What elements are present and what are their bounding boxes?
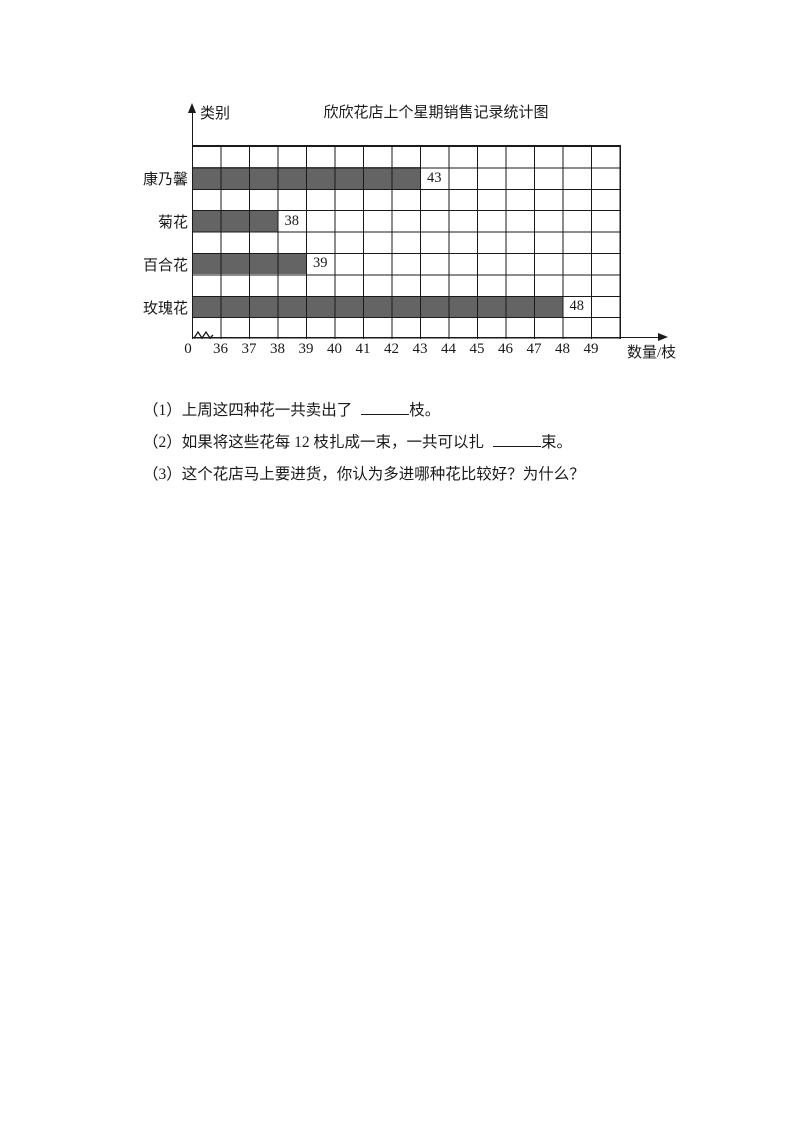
x-tick-label: 36 [213,341,228,357]
x-tick-label: 43 [412,341,428,357]
question-2-text: （2）如果将这些花每 12 枝扎成一束，一共可以扎 [143,434,485,451]
bar-chrysanthemum [192,210,278,232]
bar-rose [192,295,563,318]
bar-row-lily: 39 [192,253,328,275]
bar-value-label: 48 [569,298,585,315]
category-label-lily: 百合花 [142,257,188,274]
bar-value-label: 43 [427,169,442,186]
question-2-suffix: 束。 [541,434,573,451]
question-1: （1）上周这四种花一共卖出了 枝。 [143,400,440,421]
y-axis-arrow-icon [187,103,196,113]
x-axis-label: 数量/枝 [627,345,677,361]
x-tick-label: 46 [498,341,513,357]
bar-row-rose: 48 [192,295,585,318]
bar-carnation [192,167,420,189]
answer-blank-2 [493,432,542,447]
category-label-chrysanthemum: 菊花 [157,214,188,231]
x-tick-label: 38 [270,341,285,357]
question-3-text: （3）这个花店马上要进货，你认为多进哪种花比较好？为什么？ [143,466,585,483]
x-tick-label: 37 [241,341,257,357]
category-label-carnation: 康乃馨 [142,172,188,189]
question-3: （3）这个花店马上要进货，你认为多进哪种花比较好？为什么？ [143,464,585,485]
question-1-suffix: 枝。 [409,402,441,419]
x-tick-label: 39 [298,341,314,357]
chart-grid: 43 38 39 48 [192,145,621,339]
question-1-text: （1）上周这四种花一共卖出了 [143,402,353,419]
answer-blank-1 [361,400,410,415]
question-2: （2）如果将这些花每 12 枝扎成一束，一共可以扎 束。 [143,432,572,453]
axis-break-icon [193,330,214,340]
x-tick-label: 42 [384,341,399,357]
x-axis-arrow-icon [658,332,668,341]
y-axis-label: 类别 [200,106,231,122]
category-label-rose: 玫瑰花 [142,300,188,317]
x-tick-label: 47 [526,341,542,357]
bar-row-carnation: 43 [192,167,442,189]
x-tick-label: 45 [469,341,485,357]
x-tick-label: 49 [583,341,599,357]
x-tick-label: 0 [184,341,192,357]
x-axis [192,336,660,338]
x-tick-label: 44 [441,341,456,357]
bar-value-label: 38 [284,212,300,229]
x-tick-label: 41 [355,341,371,357]
x-tick-label: 48 [555,341,570,357]
bar-row-chrysanthemum: 38 [192,210,300,232]
bar-lily [192,253,306,275]
bar-value-label: 39 [313,255,328,272]
x-tick-label: 40 [327,341,342,357]
chart-title: 欣欣花店上个星期销售记录统计图 [323,105,549,121]
